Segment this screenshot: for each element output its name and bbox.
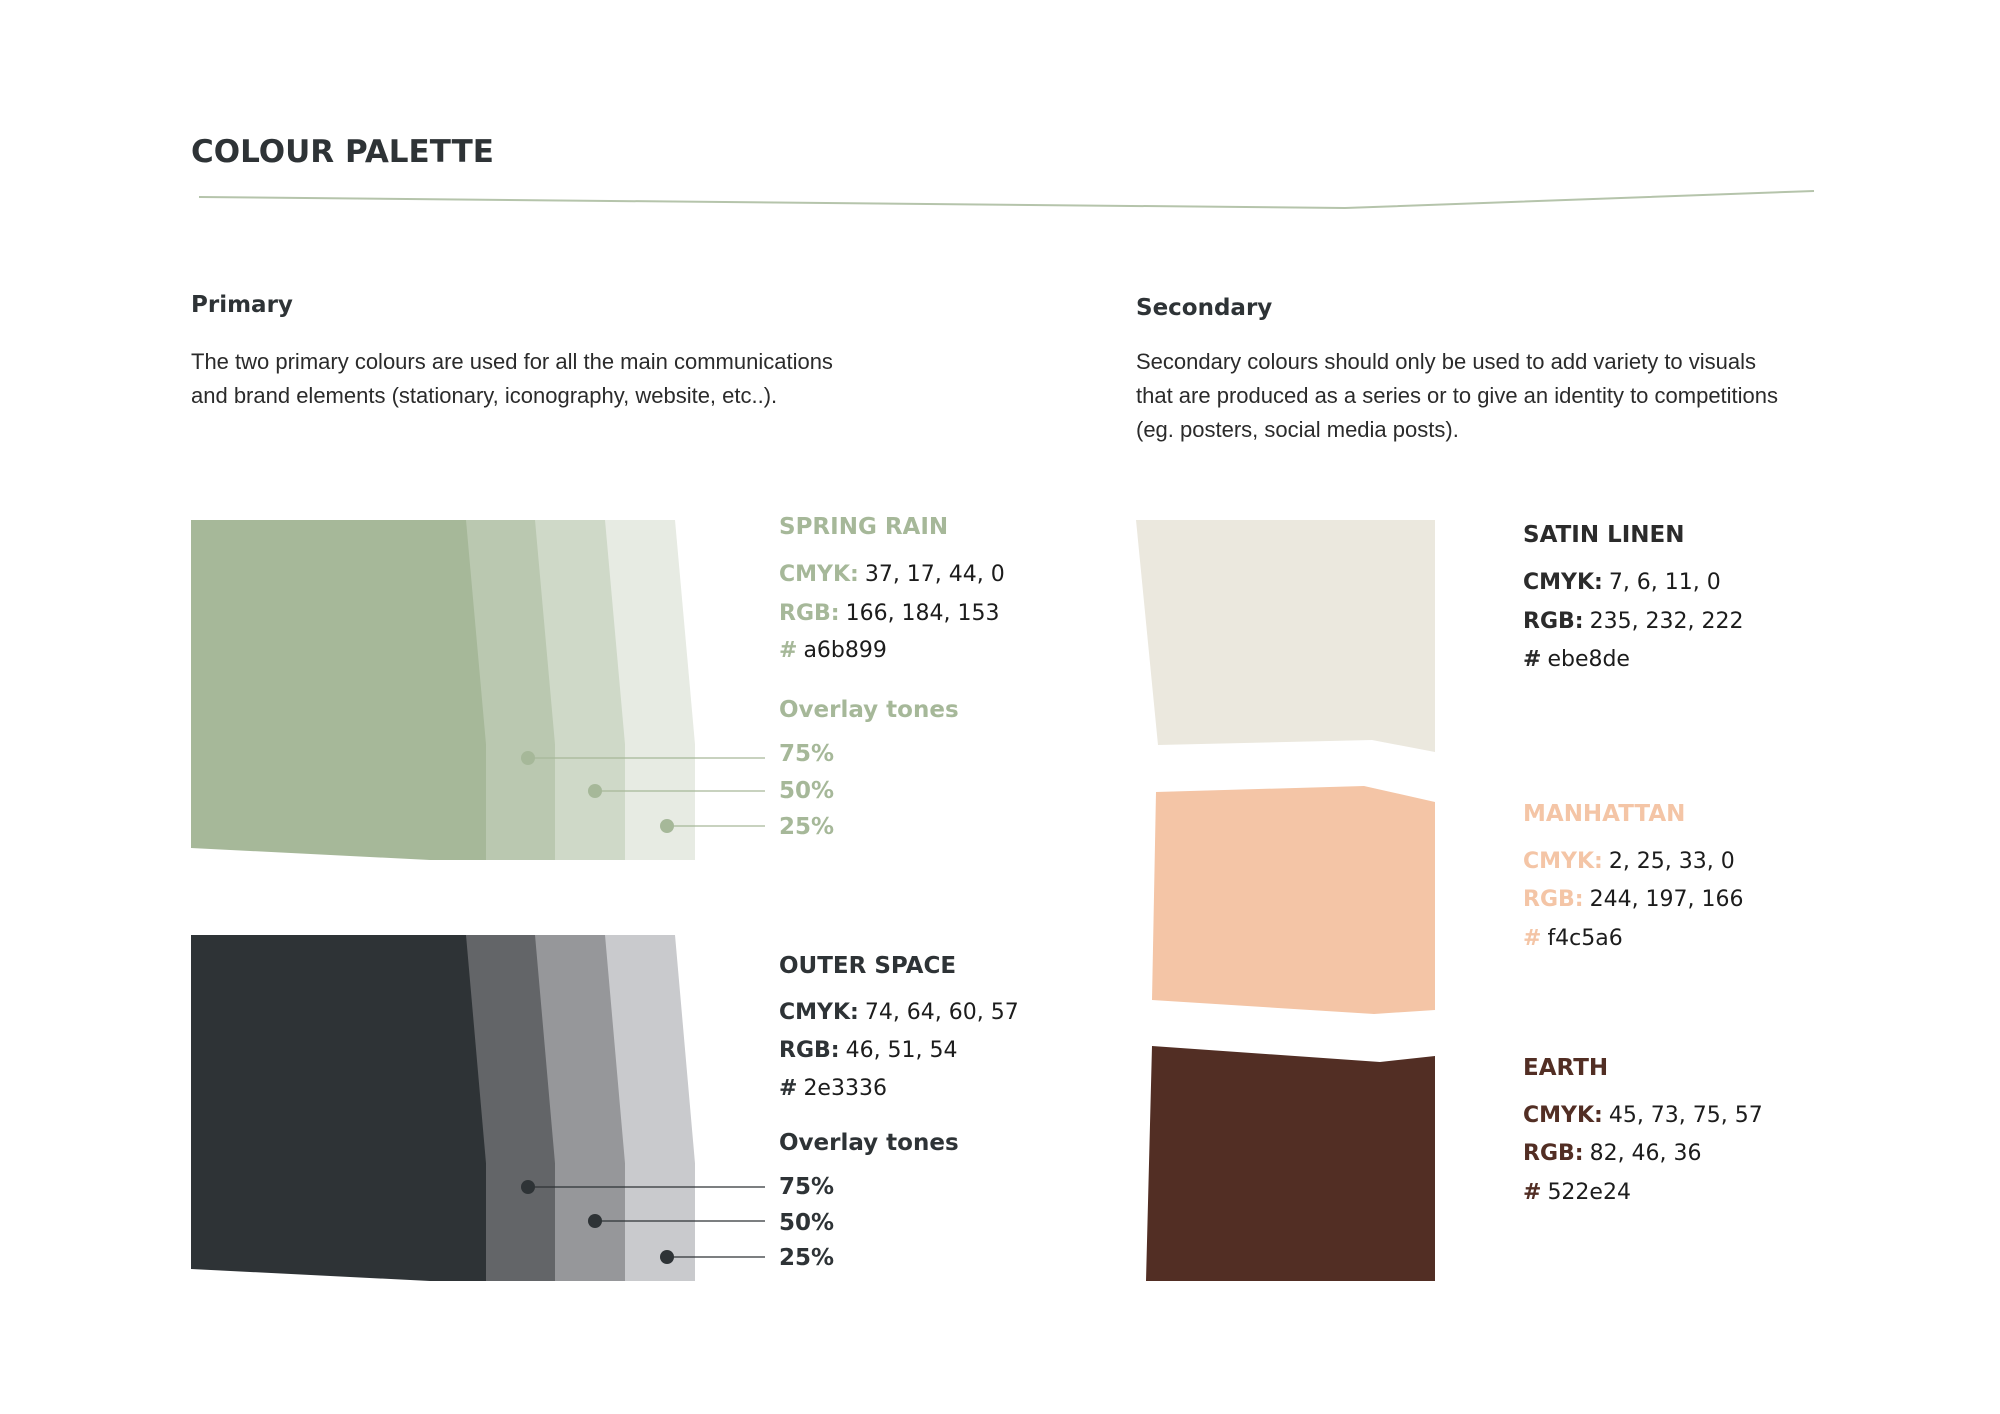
spec-label: # (1523, 926, 1541, 951)
tone-label: 50% (779, 778, 834, 804)
leader-dot (660, 1250, 674, 1264)
spec-value: 166, 184, 153 (846, 601, 1000, 626)
colour-spec: #2e3336 (779, 1076, 887, 1101)
spec-value: 37, 17, 44, 0 (865, 562, 1005, 587)
leader-dot (660, 819, 674, 833)
spec-label: CMYK: (779, 562, 859, 587)
colour-spec: #522e24 (1523, 1180, 1631, 1205)
colour-spec: CMYK: 74, 64, 60, 57 (779, 1000, 1019, 1025)
spec-value: 2, 25, 33, 0 (1609, 849, 1735, 874)
spec-label: RGB: (1523, 1141, 1584, 1166)
leader-dot (521, 1180, 535, 1194)
colour-spec: CMYK: 45, 73, 75, 57 (1523, 1103, 1763, 1128)
spec-value: a6b899 (803, 638, 886, 663)
spec-value: 82, 46, 36 (1590, 1141, 1702, 1166)
colour-name: EARTH (1523, 1055, 1608, 1081)
colour-swatch (191, 520, 486, 860)
colour-spec: # ebe8de (1523, 647, 1630, 672)
spec-value: 2e3336 (803, 1076, 887, 1101)
spec-label: CMYK: (1523, 1103, 1603, 1128)
spec-label: CMYK: (779, 1000, 859, 1025)
spec-value: 235, 232, 222 (1590, 609, 1744, 634)
spec-value: 45, 73, 75, 57 (1609, 1103, 1763, 1128)
spec-label: CMYK: (1523, 570, 1603, 595)
section-heading: Secondary (1136, 295, 1272, 321)
colour-spec: RGB: 82, 46, 36 (1523, 1141, 1702, 1166)
colour-spec: CMYK: 37, 17, 44, 0 (779, 562, 1005, 587)
colour-spec: CMYK: 2, 25, 33, 0 (1523, 849, 1735, 874)
description-line: The two primary colours are used for all… (191, 349, 833, 374)
colour-spec: # a6b899 (779, 638, 887, 663)
spec-label: RGB: (1523, 609, 1584, 634)
spec-label: # (779, 638, 797, 663)
spec-label: RGB: (779, 1038, 840, 1063)
spec-label: RGB: (779, 601, 840, 626)
spec-label: # (779, 1076, 797, 1101)
colour-spec: RGB: 235, 232, 222 (1523, 609, 1744, 634)
leader-dot (588, 1214, 602, 1228)
title: COLOUR PALETTE (191, 134, 494, 170)
colour-swatch (1152, 786, 1435, 1014)
spec-value: 74, 64, 60, 57 (865, 1000, 1019, 1025)
colour-spec: RGB: 46, 51, 54 (779, 1038, 958, 1063)
colour-name: OUTER SPACE (779, 953, 956, 979)
spec-label: CMYK: (1523, 849, 1603, 874)
description-line: and brand elements (stationary, iconogra… (191, 383, 777, 408)
colour-name: SATIN LINEN (1523, 522, 1685, 548)
section-heading: Primary (191, 292, 293, 318)
colour-spec: RGB: 166, 184, 153 (779, 601, 1000, 626)
spec-label: RGB: (1523, 887, 1584, 912)
tone-label: 50% (779, 1210, 834, 1236)
tone-label: 75% (779, 741, 834, 767)
colour-swatch (1136, 520, 1435, 752)
colour-swatch (1146, 1046, 1435, 1281)
spec-label: # (1523, 1180, 1541, 1205)
description-line: (eg. posters, social media posts). (1136, 417, 1459, 442)
spec-value: 46, 51, 54 (846, 1038, 958, 1063)
spec-value: 522e24 (1547, 1180, 1631, 1205)
spec-label: # (1523, 647, 1541, 672)
overlay-label: Overlay tones (779, 1130, 959, 1156)
colour-spec: # f4c5a6 (1523, 926, 1623, 951)
tone-label: 25% (779, 814, 834, 840)
colour-name: MANHATTAN (1523, 801, 1685, 827)
spec-value: 7, 6, 11, 0 (1609, 570, 1721, 595)
spec-value: ebe8de (1547, 647, 1630, 672)
spec-value: 244, 197, 166 (1590, 887, 1744, 912)
colour-swatch (191, 935, 486, 1281)
divider (198, 190, 1815, 210)
spec-value: f4c5a6 (1547, 926, 1622, 951)
description-line: Secondary colours should only be used to… (1136, 349, 1756, 374)
tone-label: 75% (779, 1174, 834, 1200)
colour-name: SPRING RAIN (779, 514, 948, 540)
colour-spec: RGB: 244, 197, 166 (1523, 887, 1744, 912)
tone-label: 25% (779, 1245, 834, 1271)
leader-dot (588, 784, 602, 798)
description-line: that are produced as a series or to give… (1136, 383, 1778, 408)
leader-dot (521, 751, 535, 765)
overlay-label: Overlay tones (779, 697, 959, 723)
colour-spec: CMYK: 7, 6, 11, 0 (1523, 570, 1721, 595)
